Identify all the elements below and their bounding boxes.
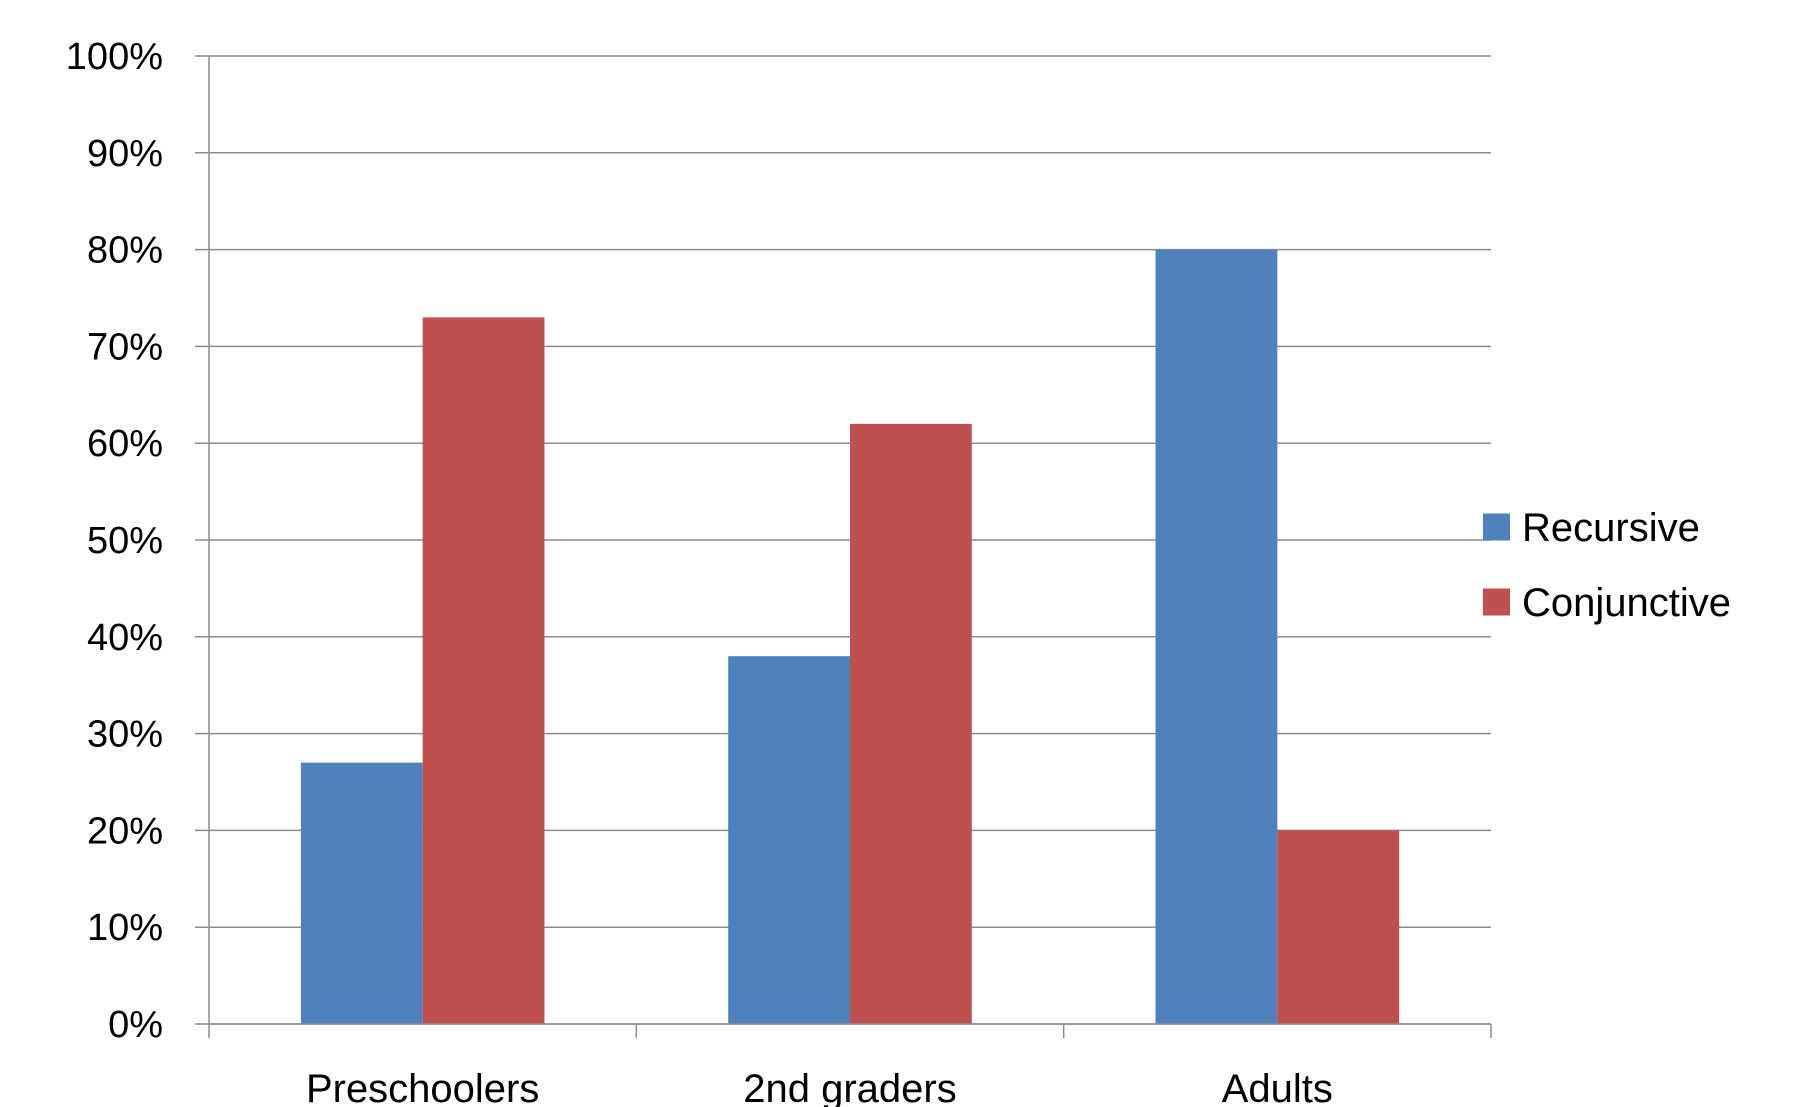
bar-recursive-1 [300, 762, 423, 1024]
bar-recursive-3 [1155, 249, 1278, 1025]
y-tick-label: 70% [87, 326, 163, 368]
y-tick-label: 60% [87, 423, 163, 465]
y-tick-label: 20% [87, 810, 163, 852]
bar-conjunctive-3 [1277, 830, 1400, 1024]
bars [300, 249, 1400, 1025]
y-tick-label: 10% [87, 907, 163, 949]
x-category-label: Adults [1222, 1067, 1333, 1107]
bar-conjunctive-1 [422, 317, 545, 1024]
x-category-labels: Preschoolers 2nd graders Adults [306, 1067, 1333, 1107]
y-tick-labels: 0% 10% 20% 30% 40% 50% 60% 70% 80% 90% 100% [66, 36, 163, 1046]
bar-recursive-2 [728, 656, 850, 1024]
bar-conjunctive-2 [850, 423, 972, 1025]
legend: Recursive Conjunctive [1483, 506, 1731, 625]
legend-label-recursive: Recursive [1522, 506, 1700, 550]
y-tick-label: 100% [66, 36, 163, 78]
y-tick-label: 30% [87, 714, 163, 756]
y-tick-label: 80% [87, 230, 163, 272]
x-category-label: Preschoolers [306, 1067, 539, 1107]
legend-label-conjunctive: Conjunctive [1522, 581, 1731, 625]
axes [208, 56, 1492, 1038]
y-tick-label: 0% [108, 1004, 163, 1046]
y-tick-label: 50% [87, 520, 163, 562]
legend-swatch-conjunctive [1483, 588, 1510, 616]
legend-swatch-recursive [1483, 513, 1510, 541]
y-tick-label: 40% [87, 617, 163, 659]
x-category-label: 2nd graders [743, 1067, 956, 1107]
y-tick-label: 90% [87, 133, 163, 175]
